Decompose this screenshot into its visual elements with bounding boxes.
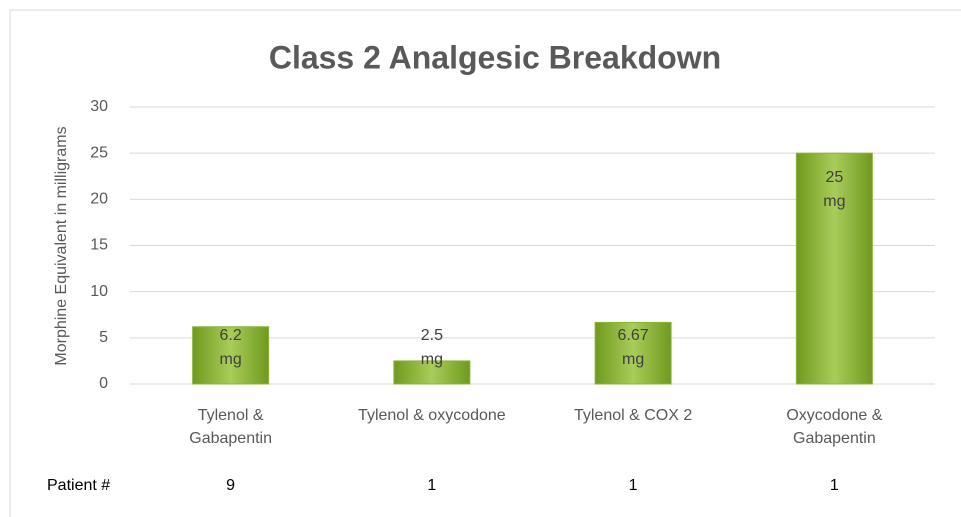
row-label: Patient # bbox=[47, 477, 110, 494]
y-axis-label: Morphine Equivalent in milligrams bbox=[53, 126, 70, 365]
y-tick-label: 5 bbox=[99, 329, 108, 346]
chart-title: Class 2 Analgesic Breakdown bbox=[269, 39, 721, 75]
y-tick-label: 10 bbox=[90, 283, 108, 300]
bar bbox=[393, 360, 471, 385]
x-tick-label: Tylenol & Gabapentin bbox=[189, 407, 272, 447]
y-tick-label: 0 bbox=[99, 375, 108, 392]
x-tick-label: Tylenol & oxycodone bbox=[358, 407, 506, 424]
y-tick-label: 15 bbox=[90, 237, 108, 254]
bar bbox=[192, 326, 270, 385]
y-tick-label: 25 bbox=[90, 144, 108, 161]
y-tick-label: 30 bbox=[90, 98, 108, 115]
y-tick-label: 20 bbox=[90, 191, 108, 208]
chart-border bbox=[9, 9, 961, 517]
data-label: 6.67 mg bbox=[617, 327, 649, 368]
row-value: 1 bbox=[628, 477, 638, 494]
x-tick-label: Tylenol & COX 2 bbox=[573, 407, 693, 424]
bar bbox=[594, 321, 672, 385]
row-value: 1 bbox=[427, 477, 437, 494]
data-label: 6.2 mg bbox=[219, 327, 242, 368]
data-label: 2.5 mg bbox=[420, 327, 443, 368]
bar bbox=[795, 152, 873, 385]
x-tick-label: Oxycodone & Gabapentin bbox=[786, 407, 883, 447]
row-value: 1 bbox=[829, 477, 839, 494]
data-label: 25 mg bbox=[823, 169, 846, 211]
row-value: 9 bbox=[226, 477, 236, 494]
